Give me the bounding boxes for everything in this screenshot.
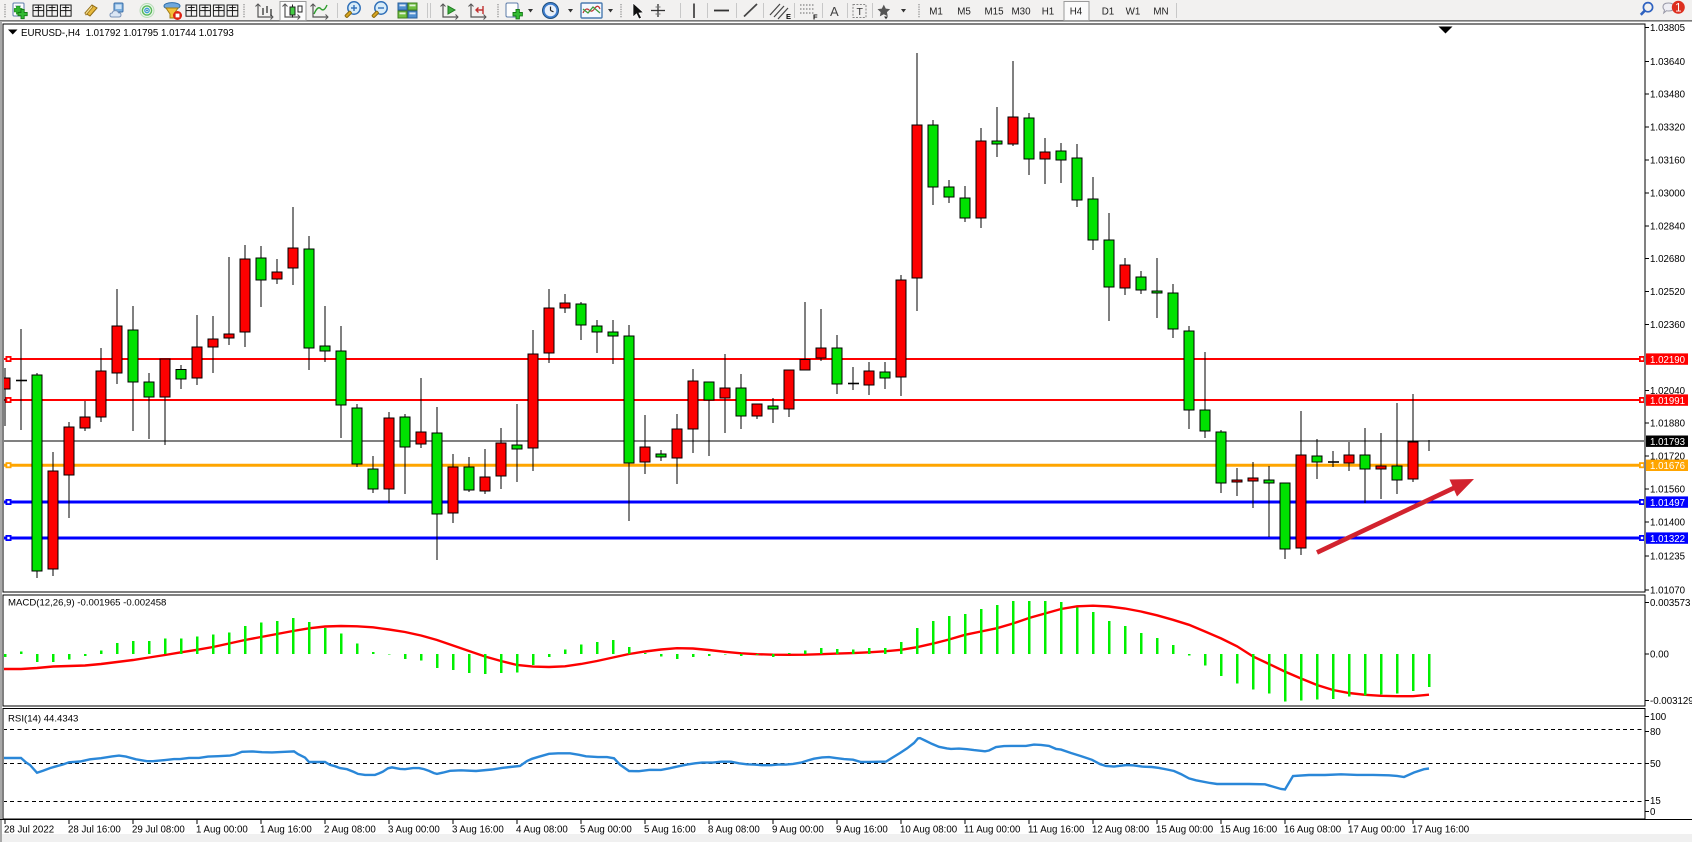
- svg-text:1.01070: 1.01070: [1650, 585, 1686, 596]
- svg-text:29 Jul 08:00: 29 Jul 08:00: [132, 825, 185, 836]
- svg-text:1.03160: 1.03160: [1650, 156, 1686, 167]
- svg-text:0.00: 0.00: [1650, 650, 1669, 661]
- svg-text:0.003573: 0.003573: [1650, 598, 1690, 609]
- svg-text:1.02840: 1.02840: [1650, 221, 1686, 232]
- svg-text:1.03320: 1.03320: [1650, 123, 1686, 134]
- svg-text:1: 1: [1675, 2, 1681, 14]
- svg-text:M15: M15: [984, 7, 1004, 18]
- svg-text:1.02360: 1.02360: [1650, 320, 1686, 331]
- svg-text:E: E: [786, 12, 791, 21]
- svg-text:1.01793: 1.01793: [1650, 437, 1685, 448]
- svg-text:0: 0: [1650, 807, 1656, 818]
- svg-text:16 Aug 08:00: 16 Aug 08:00: [1284, 825, 1342, 836]
- svg-text:1.01400: 1.01400: [1650, 517, 1686, 528]
- svg-text:28 Jul 2022: 28 Jul 2022: [4, 825, 54, 836]
- svg-text:H4: H4: [1070, 7, 1083, 18]
- svg-text:RSI(14) 44.4343: RSI(14) 44.4343: [8, 713, 78, 724]
- svg-text:1.03000: 1.03000: [1650, 188, 1686, 199]
- svg-text:5 Aug 16:00: 5 Aug 16:00: [644, 825, 696, 836]
- svg-text:5 Aug 00:00: 5 Aug 00:00: [580, 825, 632, 836]
- svg-text:T: T: [857, 6, 864, 18]
- svg-text:M1: M1: [929, 7, 943, 18]
- svg-text:80: 80: [1650, 727, 1661, 738]
- svg-text:3 Aug 16:00: 3 Aug 16:00: [452, 825, 504, 836]
- svg-text:12 Aug 08:00: 12 Aug 08:00: [1092, 825, 1150, 836]
- svg-text:15 Aug 00:00: 15 Aug 00:00: [1156, 825, 1214, 836]
- svg-text:4 Aug 08:00: 4 Aug 08:00: [516, 825, 568, 836]
- svg-text:F: F: [813, 13, 818, 22]
- svg-text:15 Aug 16:00: 15 Aug 16:00: [1220, 825, 1278, 836]
- svg-text:1 Aug 16:00: 1 Aug 16:00: [260, 825, 312, 836]
- svg-text:17 Aug 00:00: 17 Aug 00:00: [1348, 825, 1406, 836]
- svg-text:11 Aug 00:00: 11 Aug 00:00: [964, 825, 1021, 836]
- svg-text:MN: MN: [1153, 7, 1168, 18]
- svg-text:1.01880: 1.01880: [1650, 419, 1686, 430]
- svg-text:1.01322: 1.01322: [1650, 534, 1685, 545]
- svg-text:-0.003129: -0.003129: [1650, 696, 1692, 707]
- svg-text:1.02040: 1.02040: [1650, 386, 1686, 397]
- svg-text:1.01235: 1.01235: [1650, 551, 1685, 562]
- svg-text:3 Aug 00:00: 3 Aug 00:00: [388, 825, 440, 836]
- svg-text:11 Aug 16:00: 11 Aug 16:00: [1028, 825, 1085, 836]
- svg-text:A: A: [830, 4, 839, 19]
- svg-text:M30: M30: [1011, 7, 1031, 18]
- svg-text:1.03805: 1.03805: [1650, 23, 1685, 34]
- svg-text:9 Aug 16:00: 9 Aug 16:00: [836, 825, 888, 836]
- svg-text:1 Aug 00:00: 1 Aug 00:00: [196, 825, 248, 836]
- svg-text:1.01991: 1.01991: [1650, 396, 1685, 407]
- svg-text:9 Aug 00:00: 9 Aug 00:00: [772, 825, 824, 836]
- svg-text:W1: W1: [1126, 7, 1141, 18]
- svg-text:100: 100: [1650, 712, 1667, 723]
- svg-text:8 Aug 08:00: 8 Aug 08:00: [708, 825, 760, 836]
- svg-text:17 Aug 16:00: 17 Aug 16:00: [1412, 825, 1470, 836]
- svg-text:EURUSD-,H4 1.01792 1.01795 1.: EURUSD-,H4 1.01792 1.01795 1.01744 1.017…: [21, 28, 234, 39]
- svg-text:50: 50: [1650, 759, 1661, 770]
- svg-text:1.02190: 1.02190: [1650, 355, 1686, 366]
- svg-text:1.01497: 1.01497: [1650, 498, 1685, 509]
- svg-text:H1: H1: [1042, 7, 1055, 18]
- svg-text:1.03640: 1.03640: [1650, 57, 1686, 68]
- svg-text:1.02520: 1.02520: [1650, 287, 1686, 298]
- svg-text:28 Jul 16:00: 28 Jul 16:00: [68, 825, 121, 836]
- svg-text:1.01720: 1.01720: [1650, 452, 1686, 463]
- svg-text:M5: M5: [957, 7, 971, 18]
- svg-text:1.03480: 1.03480: [1650, 90, 1686, 101]
- svg-text:10 Aug 08:00: 10 Aug 08:00: [900, 825, 958, 836]
- svg-text:2 Aug 08:00: 2 Aug 08:00: [324, 825, 376, 836]
- svg-text:1.01676: 1.01676: [1650, 461, 1685, 472]
- svg-text:1.02680: 1.02680: [1650, 254, 1686, 265]
- svg-text:1.01560: 1.01560: [1650, 485, 1686, 496]
- svg-text:MACD(12,26,9) -0.001965 -0.002: MACD(12,26,9) -0.001965 -0.002458: [8, 597, 166, 608]
- svg-text:D1: D1: [1102, 7, 1115, 18]
- svg-text:15: 15: [1650, 796, 1661, 807]
